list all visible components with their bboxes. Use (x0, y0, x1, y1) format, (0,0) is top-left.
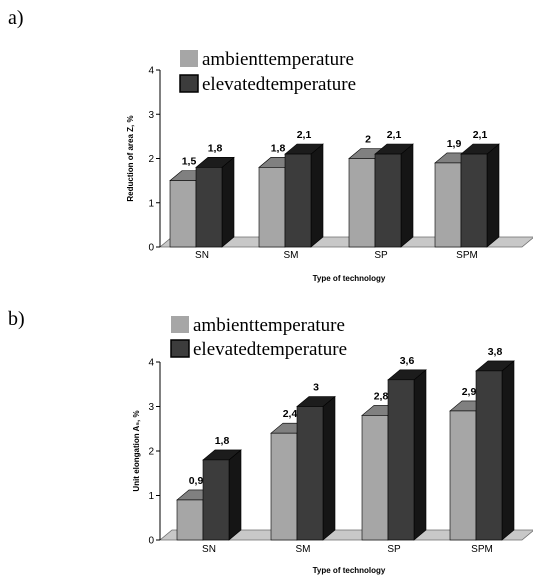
panel-a-bar-sp-ambient-value-label: 2 (365, 134, 371, 146)
panel-b-legend-swatch-elevated (170, 339, 190, 358)
panel-a-bar-sn-ambient (169, 180, 197, 248)
panel-b-y-tick-2: 2 (148, 447, 154, 458)
panel-b-bar-spm-elevated (475, 370, 503, 541)
panel-b-legend-label-ambient: ambienttemperature (193, 315, 345, 336)
panel-a-legend-swatch-ambient (180, 50, 198, 67)
panel-a-bar-sm-elevated-side (310, 143, 324, 248)
panel-a-bar-sm-elevated-value-label: 2,1 (297, 129, 312, 141)
panel-b-label: b) (8, 308, 25, 330)
panel-a-bar-sp-elevated-value-label: 2,1 (387, 129, 402, 141)
panel-b-y-tick-3: 3 (148, 402, 154, 413)
panel-a-y-tick-1: 1 (148, 198, 154, 209)
panel-a-category-sp: SP (374, 250, 388, 261)
panel-b-bar-spm-ambient (449, 410, 477, 541)
panel-a-category-sn: SN (195, 250, 209, 261)
panel-b-bar-spm-ambient-value-label: 2,9 (462, 386, 477, 398)
panel-b-bar-spm-elevated-side (501, 360, 515, 541)
panel-b-bar-sm-ambient (270, 432, 298, 541)
panel-b-bar-sp-ambient (361, 415, 389, 541)
panel-a-bar-sn-elevated-side (221, 156, 235, 248)
panel-b-bar-sn-elevated-value-label: 1,8 (215, 435, 230, 447)
panel-a-bar-sn-ambient-value-label: 1,5 (182, 156, 197, 168)
panel-a-y-tick-3: 3 (148, 110, 154, 121)
panel-b-bar-sn-ambient (176, 499, 204, 541)
panel-b-bar-sn-ambient-value-label: 0,9 (189, 475, 204, 487)
panel-a-category-spm: SPM (456, 250, 478, 261)
panel-a-bar-sm-ambient-value-label: 1,8 (271, 142, 286, 154)
panel-b-y-tick-4: 4 (148, 358, 154, 369)
panel-a-y-tick-4: 4 (148, 66, 154, 77)
panel-a-bar-sn-elevated-value-label: 1,8 (208, 142, 223, 154)
panel-a-bar-sm-elevated (284, 153, 312, 248)
panel-b-bar-sm-ambient-value-label: 2,4 (283, 408, 298, 420)
panel-b-bar-sp-elevated-value-label: 3,6 (400, 355, 415, 367)
panel-b-bar-sm-elevated-value-label: 3 (313, 382, 319, 394)
panel-b-y-tick-0: 0 (148, 536, 154, 547)
panel-b-category-spm: SPM (471, 544, 493, 555)
panel-a-legend-swatch-elevated (179, 74, 199, 93)
panel-b-category-sn: SN (202, 544, 216, 555)
panel-b-y-axis-title: Unit elongation A₅, % (132, 410, 141, 491)
panel-b-category-sp: SP (387, 544, 401, 555)
panel-a-category-sm: SM (284, 250, 299, 261)
panel-a-bar-spm-ambient-value-label: 1,9 (447, 138, 462, 150)
panel-a-bar-sp-elevated (374, 153, 402, 248)
panel-a-bar-spm-elevated-side (486, 143, 500, 248)
panel-b-bar-sp-elevated (387, 379, 415, 541)
panel-b-y-tick-1: 1 (148, 491, 154, 502)
panel-b-legend-swatch-ambient (171, 316, 189, 333)
panel-b-x-axis-title: Type of technology (313, 566, 386, 575)
panel-a-label: a) (8, 7, 24, 29)
panel-b-bar-sm-elevated (296, 406, 324, 541)
panel-b-bar-sn-elevated-side (228, 449, 242, 541)
panel-a-legend-label-ambient: ambienttemperature (202, 49, 354, 70)
panel-a-bar-sp-elevated-side (400, 143, 414, 248)
panel-a-bar-spm-elevated-value-label: 2,1 (473, 129, 488, 141)
panel-a-bar-spm-elevated (460, 153, 488, 248)
panel-b-bar-sm-elevated-side (322, 395, 336, 541)
panel-b-bar-spm-elevated-value-label: 3,8 (488, 346, 503, 358)
panel-b-bar-sn-elevated (202, 459, 230, 541)
panel-b-category-sm: SM (296, 544, 311, 555)
panel-a-bar-sn-elevated (195, 167, 223, 248)
panel-a-y-axis-title: Reduction of area Z, % (126, 115, 135, 201)
panel-a-y-tick-2: 2 (148, 154, 154, 165)
panel-b-legend-label-elevated: elevatedtemperature (193, 339, 347, 360)
panel-a-legend-label-elevated: elevatedtemperature (202, 74, 356, 95)
panel-a-bar-sm-ambient (258, 167, 286, 248)
panel-a-bar-sp-ambient (348, 158, 376, 248)
panel-a-bar-spm-ambient (434, 162, 462, 248)
panel-b-bar-sp-elevated-side (413, 369, 427, 541)
panel-b-bar-sp-ambient-value-label: 2,8 (374, 390, 389, 402)
panel-a-x-axis-title: Type of technology (313, 274, 386, 283)
panel-a-y-tick-0: 0 (148, 243, 154, 254)
